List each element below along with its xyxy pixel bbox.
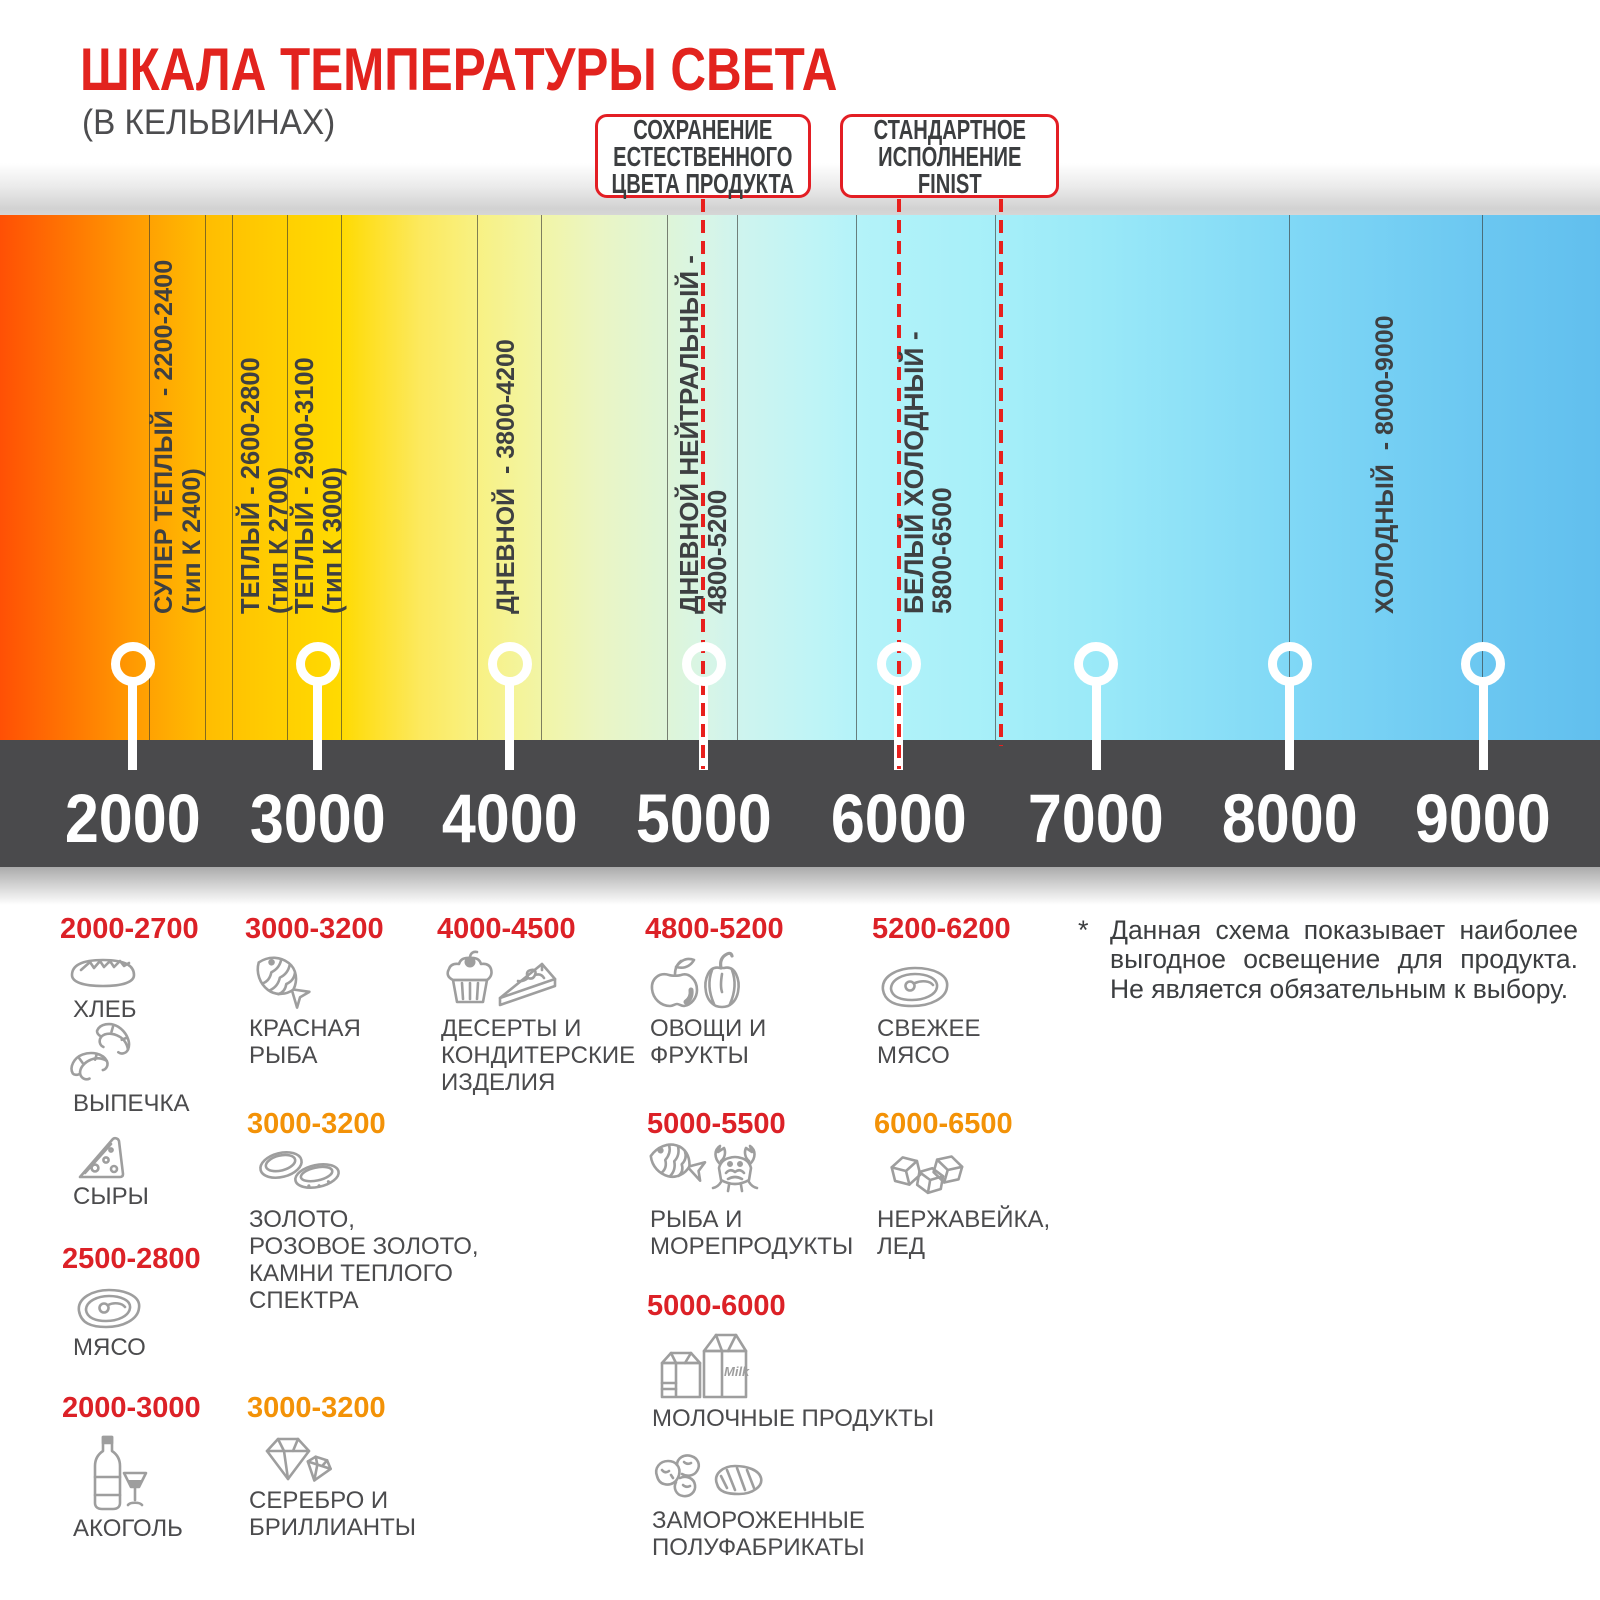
svg-text:Milk: Milk — [724, 1364, 750, 1379]
